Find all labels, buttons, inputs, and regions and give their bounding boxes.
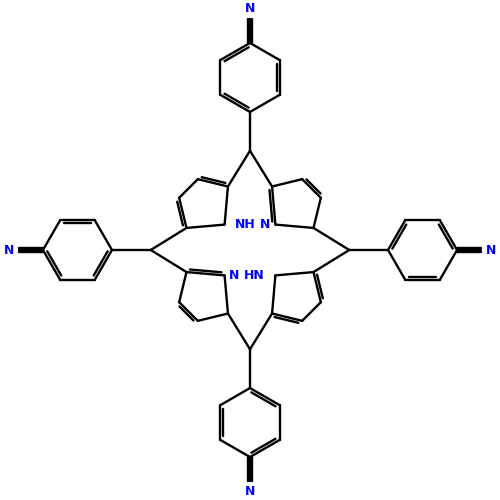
Text: N: N [245, 484, 255, 498]
Text: NH: NH [235, 218, 256, 231]
Text: N: N [245, 2, 255, 16]
Text: N: N [260, 218, 270, 231]
Text: HN: HN [244, 269, 265, 282]
Text: N: N [486, 244, 496, 256]
Text: N: N [4, 244, 14, 256]
Text: N: N [230, 269, 239, 282]
